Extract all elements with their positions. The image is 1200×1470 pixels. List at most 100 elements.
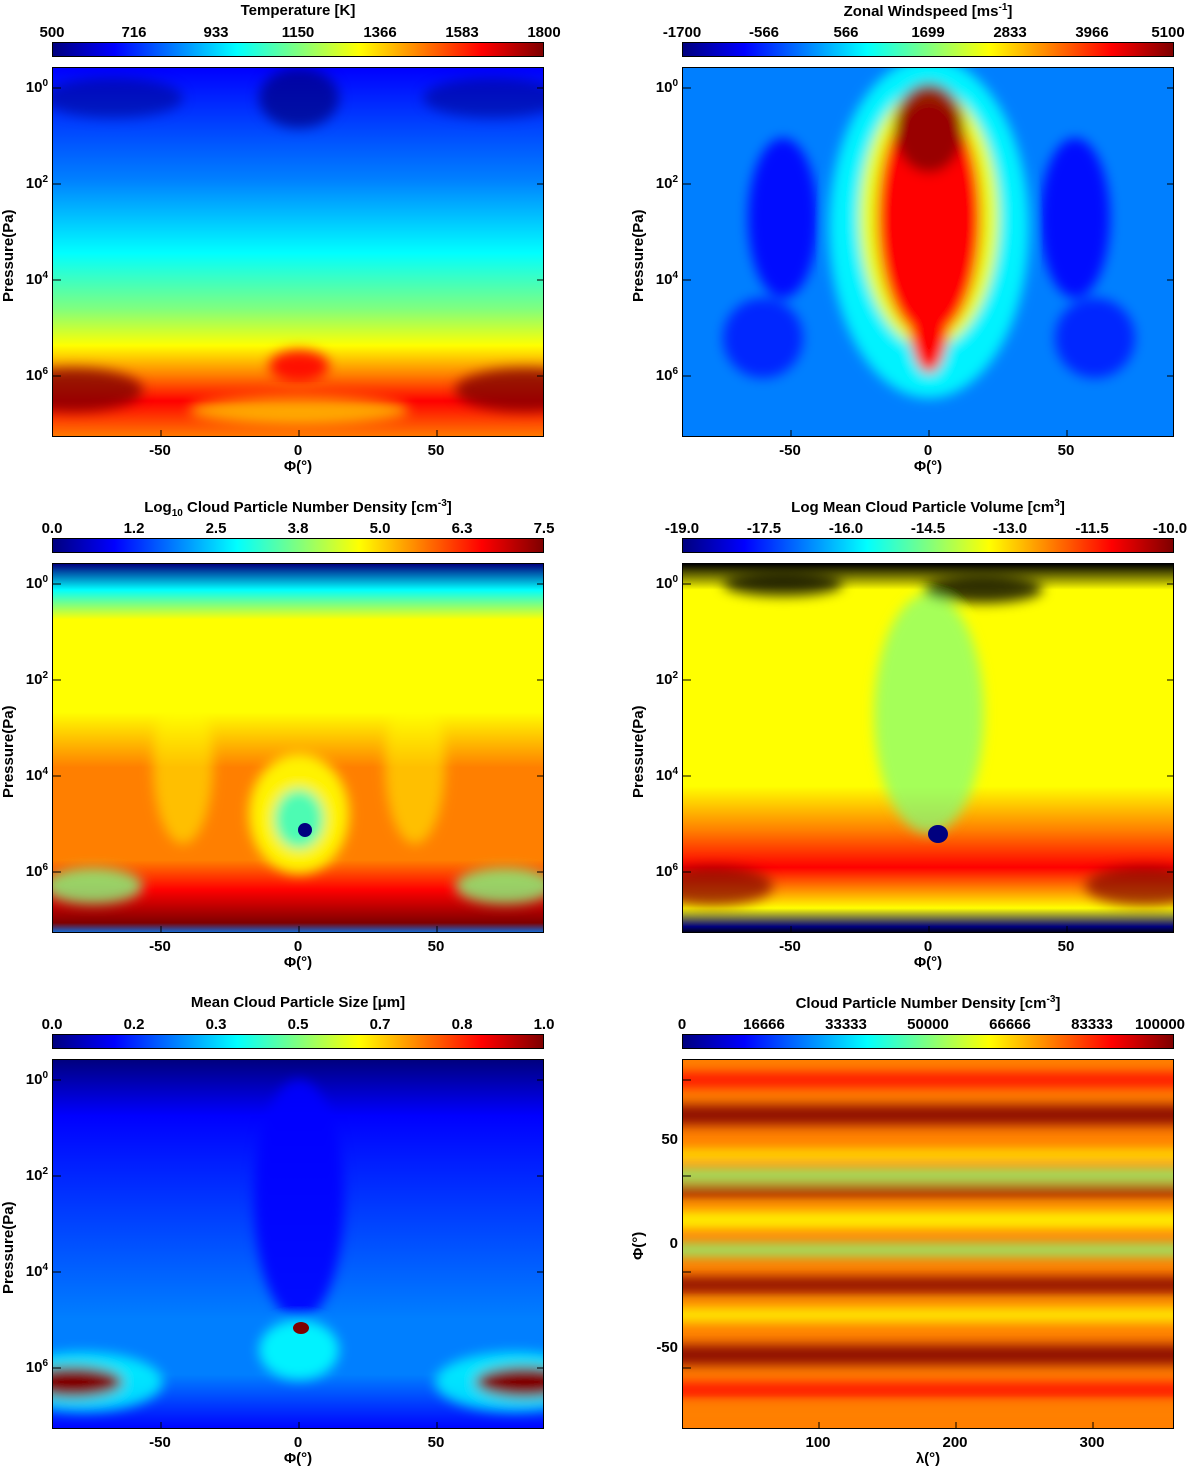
colorbar-tick: 933	[203, 24, 229, 41]
title-superscript: -3	[1046, 994, 1056, 1005]
x-tick-label: 200	[942, 1434, 968, 1451]
colorbar-tick: 716	[121, 24, 147, 41]
colorbar-tick: -19.0	[664, 520, 700, 537]
colorbar-tick: -10.0	[1152, 520, 1188, 537]
title-end: ]	[1059, 499, 1065, 516]
title-subscript: 10	[171, 508, 183, 519]
colorbar-tick: 0.2	[123, 1016, 145, 1033]
y-tick-label: 106	[25, 862, 48, 880]
y-tick-label: -50	[656, 1339, 678, 1356]
heatmap-plot	[52, 1059, 544, 1429]
x-axis-label: λ(°)	[915, 1450, 941, 1467]
x-axis-label: Φ(°)	[283, 1450, 313, 1467]
y-tick-label: 100	[25, 574, 48, 592]
panel-title: Temperature [K]	[52, 2, 544, 19]
colorbar-tick: 0.7	[369, 1016, 391, 1033]
title-end: ]	[1055, 995, 1061, 1012]
y-tick-label: 106	[25, 366, 48, 384]
y-tick-label: 102	[25, 1166, 48, 1184]
colorbar-tick: 6.3	[451, 520, 473, 537]
colorbar-tick: 0.3	[205, 1016, 227, 1033]
colorbar-tick: 1.2	[123, 520, 145, 537]
heatmap-plot	[682, 67, 1174, 437]
y-tick-label: 102	[25, 174, 48, 192]
y-axis-label: Φ(°)	[630, 1231, 647, 1260]
title-text: Mean Cloud Particle Size [μm]	[190, 994, 406, 1011]
y-tick-label: 100	[655, 574, 678, 592]
colorbar-tick: 5100	[1151, 24, 1185, 41]
x-tick-label: 0	[923, 442, 933, 459]
title-text: Temperature [K]	[240, 2, 356, 19]
colorbar-tick: -14.5	[910, 520, 946, 537]
y-axis-label: Pressure(Pa)	[630, 705, 647, 798]
x-tick-label: -50	[779, 442, 801, 459]
colorbar-tick: 566	[833, 24, 859, 41]
colorbar-tick: 500	[39, 24, 65, 41]
x-tick-label: -50	[779, 938, 801, 955]
colorbar-tick: 33333	[825, 1016, 867, 1033]
title-text: Log Mean Cloud Particle Volume [cm	[791, 499, 1055, 516]
y-axis-label: Pressure(Pa)	[0, 209, 17, 302]
x-tick-label: 50	[1057, 938, 1075, 955]
y-tick-label: 100	[25, 78, 48, 96]
colorbar-tick: 3.8	[287, 520, 309, 537]
colorbar-tick: 2833	[993, 24, 1027, 41]
colorbar-tick: 0.0	[41, 520, 63, 537]
heatmap-plot	[682, 563, 1174, 933]
title-text: Cloud Particle Number Density [cm	[795, 995, 1047, 1012]
colorbar-tick: 0.5	[287, 1016, 309, 1033]
heatmap-plot	[52, 67, 544, 437]
y-axis-label: Pressure(Pa)	[0, 1201, 17, 1294]
colorbar	[682, 1034, 1174, 1049]
x-axis-label: Φ(°)	[913, 458, 943, 475]
y-tick-label: 104	[25, 270, 48, 288]
y-axis-label: Pressure(Pa)	[630, 209, 647, 302]
y-tick-label: 104	[655, 270, 678, 288]
panel-title: Zonal Windspeed [ms-1]	[682, 2, 1174, 20]
y-axis-label: Pressure(Pa)	[0, 705, 17, 798]
y-tick-label: 0	[669, 1235, 678, 1252]
colorbar	[682, 42, 1174, 57]
colorbar-tick: 7.5	[533, 520, 555, 537]
x-tick-label: -50	[149, 442, 171, 459]
y-tick-label: 100	[25, 1070, 48, 1088]
colorbar-tick: 50000	[907, 1016, 949, 1033]
y-tick-label: 106	[655, 862, 678, 880]
title-superscript: 3	[1054, 498, 1060, 509]
colorbar-tick: -566	[748, 24, 780, 41]
y-tick-label: 100	[655, 78, 678, 96]
title-superscript: -3	[437, 498, 447, 509]
title-end: ]	[446, 499, 452, 516]
x-tick-label: 0	[293, 442, 303, 459]
x-axis-label: Φ(°)	[283, 954, 313, 971]
colorbar-tick: 100000	[1134, 1016, 1186, 1033]
title-prefix: Log	[144, 499, 172, 516]
colorbar-tick: 1583	[445, 24, 479, 41]
y-tick-label: 50	[661, 1131, 678, 1148]
colorbar-tick: 1800	[527, 24, 561, 41]
x-tick-label: 50	[427, 938, 445, 955]
y-tick-label: 104	[655, 766, 678, 784]
colorbar-tick: 5.0	[369, 520, 391, 537]
colorbar-tick: 0.0	[41, 1016, 63, 1033]
colorbar-tick: 66666	[989, 1016, 1031, 1033]
title-superscript: -1	[998, 2, 1008, 13]
panel-title: Mean Cloud Particle Size [μm]	[52, 994, 544, 1011]
colorbar-tick: 83333	[1071, 1016, 1113, 1033]
x-tick-label: 50	[1057, 442, 1075, 459]
y-tick-label: 102	[655, 670, 678, 688]
colorbar-tick: 1.0	[533, 1016, 555, 1033]
panel-title: Cloud Particle Number Density [cm-3]	[682, 994, 1174, 1012]
y-tick-label: 104	[25, 766, 48, 784]
colorbar-tick: -17.5	[746, 520, 782, 537]
title-end: ]	[1007, 3, 1013, 20]
title-text: Zonal Windspeed [ms	[843, 3, 999, 20]
heatmap-plot	[682, 1059, 1174, 1429]
colorbar-tick: 0	[677, 1016, 687, 1033]
x-tick-label: 300	[1079, 1434, 1105, 1451]
panel-title: Log Mean Cloud Particle Volume [cm3]	[682, 498, 1174, 516]
y-tick-label: 106	[25, 1358, 48, 1376]
panel-title: Log10 Cloud Particle Number Density [cm-…	[52, 498, 544, 519]
colorbar-tick: -11.5	[1075, 520, 1109, 537]
x-tick-label: 100	[805, 1434, 831, 1451]
